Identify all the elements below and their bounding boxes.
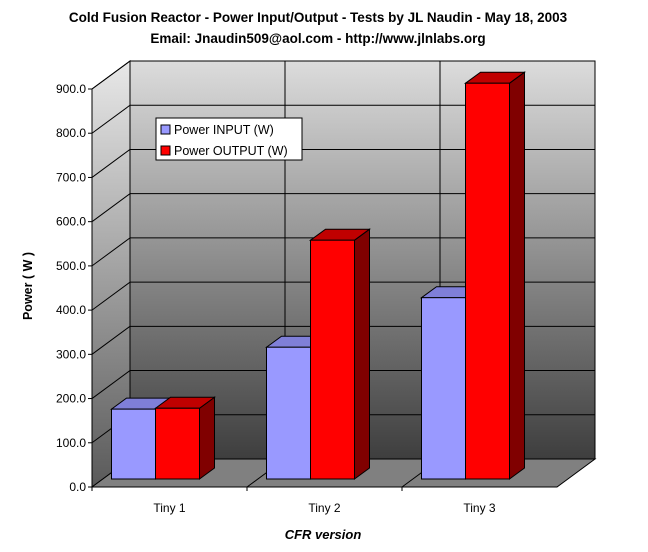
bar-front <box>465 82 510 480</box>
bar-side <box>509 71 525 480</box>
bar-front <box>266 346 311 480</box>
chart-subtitle: Email: Jnaudin509@aol.com - http://www.j… <box>150 31 485 46</box>
y-tick-label: 600.0 <box>56 215 86 229</box>
gridline-side <box>91 104 131 134</box>
bars <box>109 71 527 480</box>
y-tick-label: 700.0 <box>56 170 86 184</box>
x-axis: Tiny 1 Tiny 2 Tiny 3 <box>91 487 496 515</box>
x-tick-label: Tiny 1 <box>153 501 186 515</box>
legend-box <box>155 117 303 161</box>
legend-swatch-output <box>160 145 171 156</box>
legend-swatch-input <box>160 124 171 135</box>
y-tick-label: 100.0 <box>56 436 86 450</box>
y-tick-label: 900.0 <box>56 82 86 96</box>
gridline-side <box>91 370 131 399</box>
gridline-side <box>91 193 131 223</box>
y-axis-label: Power ( W ) <box>21 252 35 320</box>
y-axis: 0.0 100.0 200.0 300.0 400.0 500.0 600.0 700.0 80… <box>56 82 92 494</box>
x-tick-label: Tiny 3 <box>463 501 496 515</box>
bar-output-2 <box>308 228 372 480</box>
bar-front <box>111 408 156 480</box>
legend: Power INPUT (W) Power OUTPUT (W) <box>155 117 303 161</box>
legend-label-output: Power OUTPUT (W) <box>174 144 288 158</box>
bar-output-3 <box>463 71 527 480</box>
y-tick-label: 500.0 <box>56 259 86 273</box>
gridline-side <box>91 149 131 178</box>
gridline-side <box>91 60 131 90</box>
bar-front <box>421 297 466 480</box>
gridline-side <box>91 325 131 355</box>
gridline-side <box>91 281 131 311</box>
y-tick-label: 0.0 <box>69 480 86 494</box>
y-tick-label: 200.0 <box>56 392 86 406</box>
bar-output-1 <box>153 396 217 480</box>
x-tick-label: Tiny 2 <box>308 501 341 515</box>
bar-side <box>354 228 370 480</box>
bar-front <box>310 239 355 480</box>
bar-front <box>155 407 200 480</box>
y-tick-label: 800.0 <box>56 126 86 140</box>
chart-title: Cold Fusion Reactor - Power Input/Output… <box>69 10 568 25</box>
bar-side <box>199 396 215 480</box>
y-tick-label: 400.0 <box>56 303 86 317</box>
y-tick-label: 300.0 <box>56 347 86 361</box>
gridline-side <box>91 237 131 267</box>
legend-label-input: Power INPUT (W) <box>174 123 274 137</box>
x-axis-label: CFR version <box>285 527 362 542</box>
